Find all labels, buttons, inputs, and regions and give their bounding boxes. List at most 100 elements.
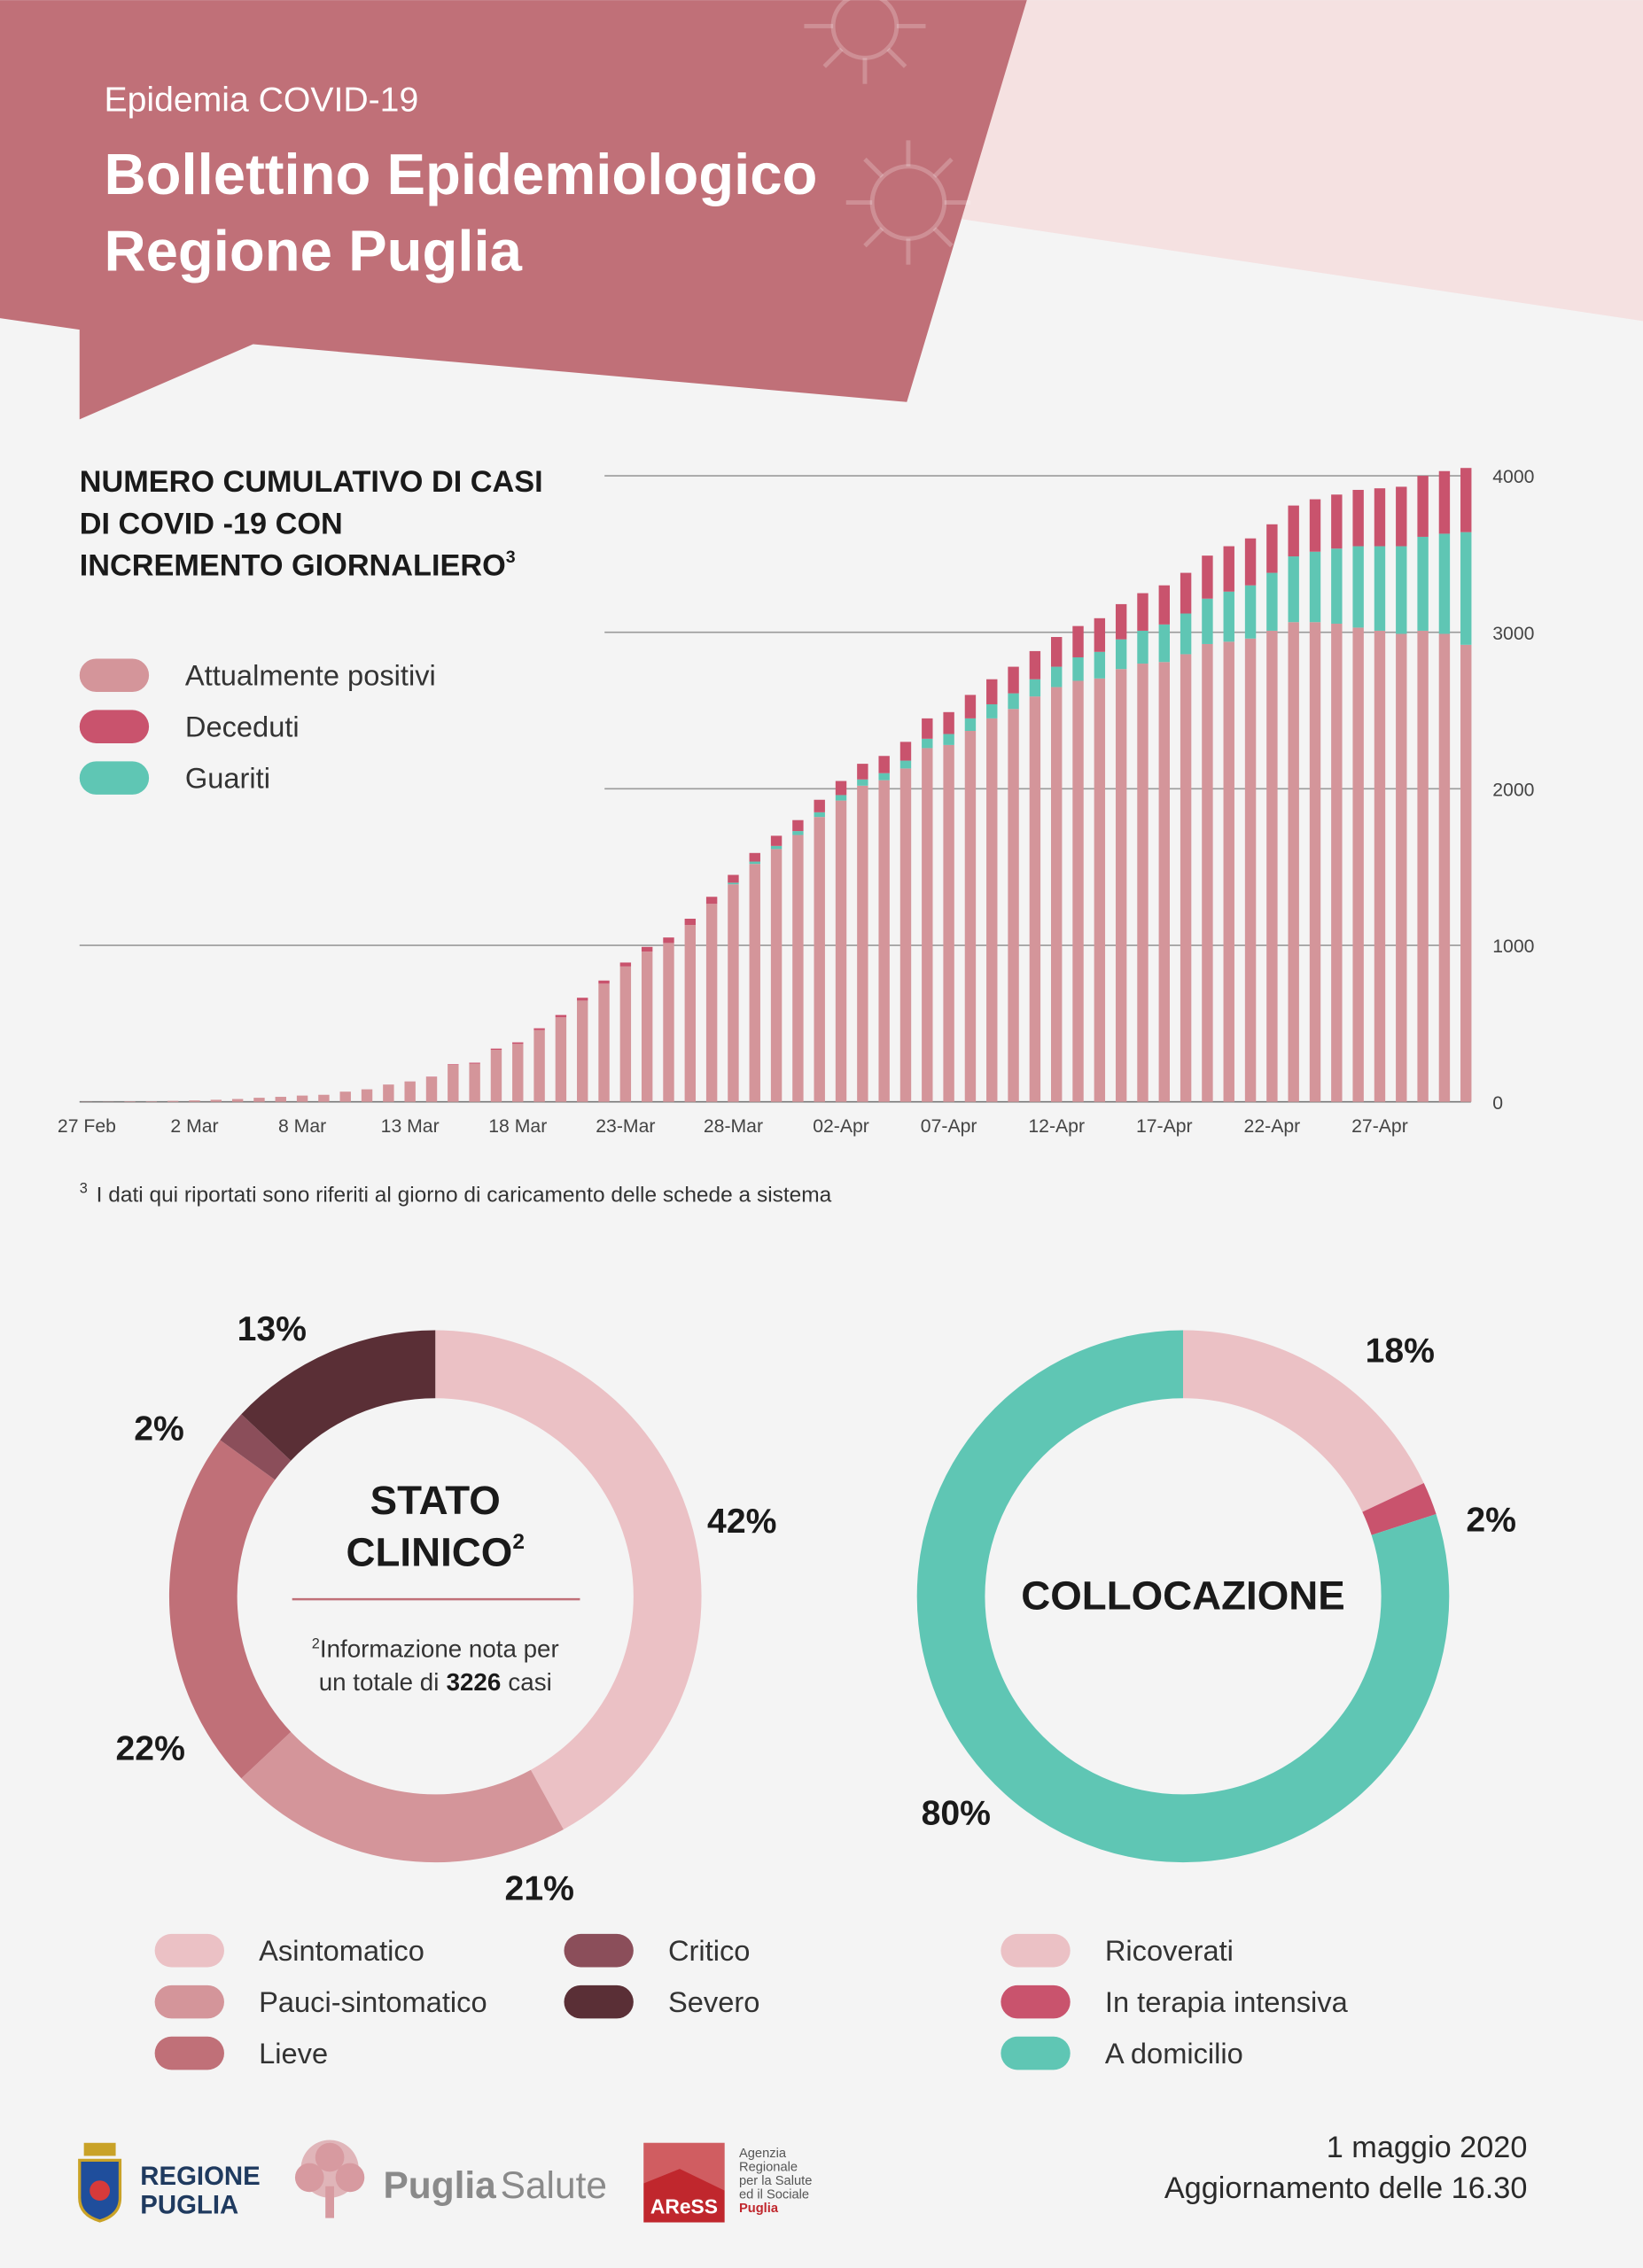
x-tick-label: 13 Mar bbox=[381, 1116, 440, 1137]
bar-segment bbox=[1094, 617, 1106, 652]
chart-title-sup: 3 bbox=[506, 548, 516, 567]
bar-segment bbox=[1008, 666, 1019, 694]
bar-segment bbox=[922, 718, 933, 739]
bar-segment bbox=[1158, 585, 1170, 625]
bar-segment bbox=[770, 835, 783, 846]
bar-segment bbox=[1051, 637, 1063, 667]
legend-swatch bbox=[79, 658, 150, 693]
legend-swatch bbox=[1001, 2036, 1071, 2070]
bar-segment bbox=[1008, 709, 1019, 1102]
bar-segment bbox=[1115, 603, 1127, 640]
legend-swatch bbox=[564, 1984, 634, 2019]
bar-segment bbox=[1072, 680, 1084, 1102]
legend-swatch bbox=[79, 710, 150, 743]
bar-segment bbox=[684, 925, 697, 1102]
bar-segment bbox=[361, 1089, 373, 1102]
bar-segment bbox=[425, 1076, 438, 1077]
bar-segment bbox=[1180, 654, 1192, 1102]
donut-segment bbox=[1362, 1482, 1437, 1535]
legend-label: Lieve bbox=[259, 2037, 328, 2070]
bar-segment bbox=[770, 845, 783, 850]
bar-segment bbox=[1029, 679, 1041, 697]
bar-segment bbox=[1309, 499, 1321, 552]
bar-segment bbox=[986, 703, 998, 718]
bar-segment bbox=[964, 695, 977, 718]
bar-segment bbox=[145, 1101, 158, 1102]
bar-segment bbox=[1374, 630, 1386, 1102]
bar-segment bbox=[1417, 536, 1429, 631]
bar-segment bbox=[1309, 551, 1321, 623]
regione-shield-emblem bbox=[90, 2180, 111, 2202]
donut-title: STATO bbox=[370, 1478, 501, 1523]
chart-title: INCREMENTO GIORNALIERO3 bbox=[80, 548, 516, 583]
bar-segment bbox=[1396, 633, 1407, 1102]
bar-segment bbox=[986, 679, 998, 704]
bar-segment bbox=[619, 966, 632, 1102]
virus-icons bbox=[804, 0, 971, 265]
donut-segment bbox=[241, 1330, 436, 1461]
bar-segment bbox=[1029, 650, 1041, 680]
y-tick-label: 4000 bbox=[1492, 467, 1534, 487]
bar-segment bbox=[512, 1044, 524, 1102]
report-date: 1 maggio 2020 bbox=[1327, 2131, 1528, 2164]
bar-segment bbox=[555, 1017, 567, 1102]
legend-swatch bbox=[1001, 1984, 1071, 2019]
bar-segment bbox=[1417, 630, 1429, 1102]
bar-segment bbox=[878, 780, 890, 1102]
bar-segment bbox=[1029, 696, 1041, 1102]
legend-label: Asintomatico bbox=[259, 1934, 424, 1967]
chart-title-line: INCREMENTO GIORNALIERO bbox=[80, 549, 506, 583]
bar-segment bbox=[943, 744, 954, 1102]
bar-segment bbox=[253, 1098, 265, 1102]
bar-segment bbox=[1180, 572, 1192, 614]
donut-title-line: STATO bbox=[370, 1478, 501, 1523]
bar-segment bbox=[1223, 641, 1234, 1102]
bar-segment bbox=[814, 812, 825, 818]
y-tick-label: 2000 bbox=[1492, 781, 1534, 801]
bar-segment bbox=[899, 760, 912, 769]
bar-segment bbox=[490, 1048, 502, 1051]
bar-segment bbox=[448, 1064, 459, 1102]
donut-segment bbox=[220, 1414, 292, 1480]
bar-segment bbox=[533, 1029, 545, 1102]
bar-segment bbox=[577, 1000, 588, 1102]
legend-swatch bbox=[79, 761, 150, 795]
bar-segment bbox=[1051, 687, 1063, 1102]
legend-swatch bbox=[564, 1933, 634, 1968]
donut-title: COLLOCAZIONE bbox=[1021, 1573, 1344, 1619]
bar-segment bbox=[1202, 555, 1213, 599]
bar-segment bbox=[814, 817, 825, 1102]
bar-segment bbox=[1438, 633, 1451, 1102]
bar-segment bbox=[1008, 693, 1019, 710]
bar-segment bbox=[1244, 585, 1257, 639]
bar-segment bbox=[1288, 505, 1299, 557]
legend-swatch bbox=[154, 1933, 224, 1968]
bar-segment bbox=[555, 1014, 567, 1018]
x-tick-label: 02-Apr bbox=[813, 1116, 869, 1137]
value-label: 13% bbox=[237, 1310, 307, 1348]
bar-segment bbox=[619, 962, 632, 967]
x-tick-label: 07-Apr bbox=[921, 1116, 977, 1137]
x-tick-label: 12-Apr bbox=[1028, 1116, 1085, 1137]
donut-note-line: un totale di bbox=[319, 1668, 440, 1696]
donut-segment bbox=[435, 1330, 702, 1829]
footer: REGIONE PUGLIA Puglia Salute AReSS Agenzi… bbox=[78, 2131, 1528, 2223]
bar-segment bbox=[792, 831, 804, 835]
header-accent bbox=[946, 0, 1643, 322]
x-tick-label: 22-Apr bbox=[1244, 1116, 1301, 1137]
bar-segment bbox=[1460, 468, 1472, 532]
bar-segment bbox=[857, 764, 868, 780]
bar-segment bbox=[1331, 494, 1343, 549]
bar-segment bbox=[835, 800, 847, 1102]
x-tick-label: 17-Apr bbox=[1136, 1116, 1193, 1137]
bar-segment bbox=[1094, 678, 1106, 1102]
donut-note-number: 3226 bbox=[447, 1668, 502, 1696]
bar-segment bbox=[663, 937, 674, 944]
chart-title-line: DI COVID -19 CON bbox=[80, 507, 343, 540]
x-tick-label: 8 Mar bbox=[278, 1116, 326, 1137]
regione-label: REGIONE bbox=[140, 2162, 260, 2191]
puglia-salute-light: Salute bbox=[501, 2164, 607, 2206]
bar-segment bbox=[641, 951, 653, 1102]
puglia-salute-tree bbox=[294, 2140, 365, 2218]
